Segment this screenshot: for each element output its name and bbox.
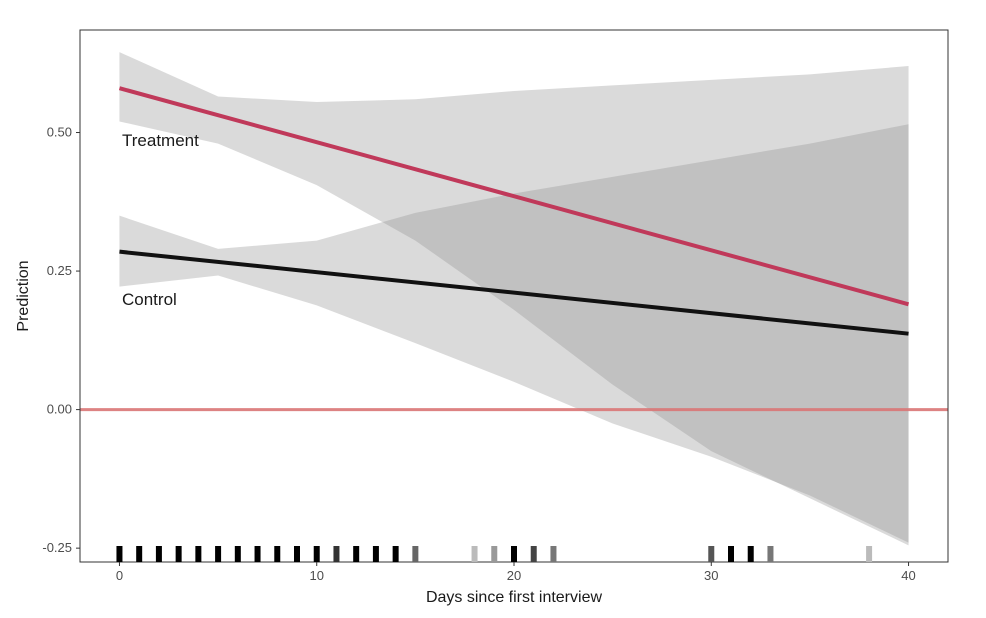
y-tick-label: 0.50	[47, 125, 72, 140]
rug-mark	[412, 546, 419, 562]
rug-mark	[234, 546, 241, 562]
rug-mark	[530, 546, 537, 562]
axes: 0 10 20 30 40 -0.25 0.00 0.25 0.50	[42, 125, 915, 583]
rug-mark	[155, 546, 162, 562]
rug-mark	[550, 546, 557, 562]
series-label-control: Control	[122, 290, 177, 309]
rug-mark	[471, 546, 478, 562]
series-label-treatment: Treatment	[122, 131, 199, 150]
y-tick-label: -0.25	[42, 540, 72, 555]
rug-mark	[392, 546, 399, 562]
rug-mark	[372, 546, 379, 562]
rug-mark	[136, 546, 143, 562]
series-line-treatment	[118, 86, 910, 307]
rug-marks	[116, 546, 873, 562]
rug-mark	[294, 546, 300, 562]
x-tick-label: 20	[507, 568, 521, 583]
rug-mark	[195, 546, 202, 562]
x-tick-label: 40	[901, 568, 915, 583]
rug-mark	[116, 546, 123, 562]
rug-mark	[175, 546, 182, 562]
y-tick-label: 0.25	[47, 263, 72, 278]
series-lines	[118, 86, 910, 336]
rug-mark	[511, 546, 517, 562]
rug-mark	[215, 546, 222, 562]
x-axis-title: Days since first interview	[426, 589, 602, 606]
rug-mark	[708, 546, 715, 562]
rug-mark	[747, 546, 754, 562]
rug-mark	[313, 546, 320, 562]
x-tick-label: 10	[309, 568, 323, 583]
rug-mark	[274, 546, 281, 562]
rug-mark	[491, 546, 498, 562]
rug-mark	[767, 546, 774, 562]
x-tick-label: 0	[116, 568, 123, 583]
rug-mark	[866, 546, 873, 562]
rug-mark	[728, 546, 734, 562]
rug-mark	[254, 546, 261, 562]
ci-band-control	[119, 124, 909, 543]
x-tick-label: 30	[704, 568, 718, 583]
ci-bands	[119, 52, 909, 546]
y-tick-label: 0.00	[47, 402, 72, 417]
rug-mark	[333, 546, 340, 562]
y-axis-title: Prediction	[15, 260, 32, 331]
series-line-control	[119, 249, 909, 336]
ci-band-treatment	[119, 52, 909, 546]
rug-mark	[353, 546, 360, 562]
